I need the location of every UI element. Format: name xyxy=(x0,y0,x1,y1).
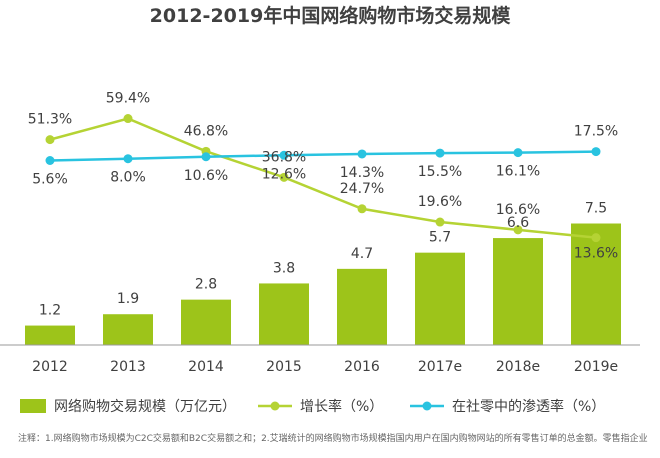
growth-label-2013: 59.4% xyxy=(106,91,150,107)
penetration-label-2017e: 15.5% xyxy=(418,164,462,180)
penetration-point-2016 xyxy=(357,149,367,159)
bar-2016 xyxy=(337,268,387,345)
growth-rate-line xyxy=(49,117,597,239)
chart-title: 2012-2019年中国网络购物市场交易规模 xyxy=(150,4,512,27)
penetration-point-2017e xyxy=(435,148,445,158)
legend-swatch-volume xyxy=(20,399,46,413)
penetration-point-2014 xyxy=(201,152,211,162)
growth-point-2017e xyxy=(435,217,445,227)
x-tick-2012: 2012 xyxy=(32,359,68,375)
penetration-rate-line xyxy=(49,150,597,162)
growth-point-2019e xyxy=(591,233,601,243)
x-tick-2019e: 2019e xyxy=(574,359,618,375)
bar-label-2019e: 7.5 xyxy=(585,201,607,217)
growth-label-2012: 51.3% xyxy=(28,112,72,128)
growth-label-2017e: 19.6% xyxy=(418,194,462,210)
bar-2014 xyxy=(181,299,231,345)
x-tick-2018e: 2018e xyxy=(496,359,540,375)
bar-2013 xyxy=(103,314,153,345)
bar-label-2013: 1.9 xyxy=(117,291,139,307)
x-tick-2015: 2015 xyxy=(266,359,302,375)
growth-label-2014: 46.8% xyxy=(184,123,228,139)
growth-point-2013 xyxy=(123,114,133,124)
bar-label-2015: 3.8 xyxy=(273,260,295,276)
bar-2019e xyxy=(571,223,621,345)
growth-label-2019e: 13.6% xyxy=(574,246,618,262)
legend-swatch-growth-marker xyxy=(270,401,280,411)
penetration-label-2012: 5.6% xyxy=(32,172,68,188)
penetration-point-2018e xyxy=(513,148,523,158)
growth-point-2012 xyxy=(45,135,55,145)
penetration-point-2019e xyxy=(591,147,601,157)
penetration-label-2013: 8.0% xyxy=(110,170,146,186)
growth-label-2016: 24.7% xyxy=(340,181,384,197)
penetration-label-2016: 14.3% xyxy=(340,165,384,181)
penetration-label-2015: 12.6% xyxy=(262,166,306,182)
legend-label-volume: 网络购物交易规模（万亿元） xyxy=(54,398,236,415)
bar-2018e xyxy=(493,238,543,345)
bar-2017e xyxy=(415,252,465,345)
legend-swatch-penetration-marker xyxy=(422,401,432,411)
growth-point-2016 xyxy=(357,204,367,214)
penetration-point-2013 xyxy=(123,154,133,164)
penetration-label-2018e: 16.1% xyxy=(496,164,540,180)
legend-label-growth: 增长率（%） xyxy=(300,398,383,415)
chart-svg: 2012-2019年中国网络购物市场交易规模 1.2 1.9 2.8 3.8 4.7 5.… xyxy=(0,4,640,415)
bar-label-2014: 2.8 xyxy=(195,277,217,293)
bar-label-2012: 1.2 xyxy=(39,303,61,319)
legend-label-penetration: 在社零中的渗透率（%） xyxy=(452,398,605,415)
penetration-label-2019e: 17.5% xyxy=(574,124,618,140)
growth-point-2015 xyxy=(279,172,289,182)
bar-2012 xyxy=(25,325,75,345)
bar-label-2018e: 6.6 xyxy=(507,215,529,231)
penetration-label-2014: 10.6% xyxy=(184,168,228,184)
bar-label-2016: 4.7 xyxy=(351,246,373,262)
penetration-point-2015 xyxy=(279,150,289,160)
x-tick-2013: 2013 xyxy=(110,359,146,375)
growth-label-2015: 36.8% xyxy=(262,149,306,165)
footnote: 注释：1.网络购物市场规模为C2C交易额和B2C交易额之和；2.艾瑞统计的网络购… xyxy=(18,434,648,444)
x-tick-2016: 2016 xyxy=(344,359,380,375)
x-tick-2017e: 2017e xyxy=(418,359,462,375)
bar-label-2017e: 5.7 xyxy=(429,230,451,246)
growth-point-2018e xyxy=(513,225,523,235)
x-tick-2014: 2014 xyxy=(188,359,224,375)
bar-2015 xyxy=(259,283,309,345)
penetration-point-2012 xyxy=(45,156,55,165)
growth-label-2018e: 16.6% xyxy=(496,202,540,218)
